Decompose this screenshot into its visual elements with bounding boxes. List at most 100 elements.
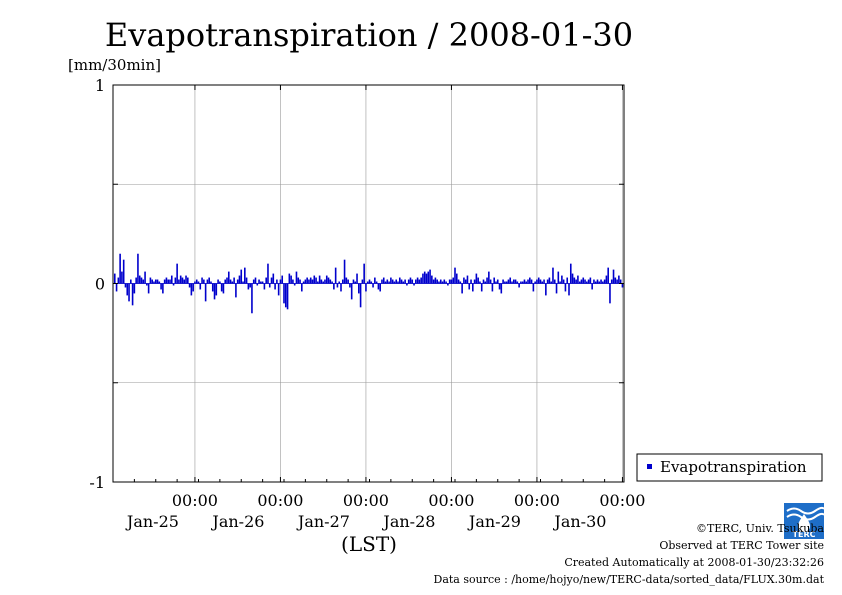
bar <box>290 275 292 284</box>
data-source-path: Data source : /home/hojyo/new/TERC-data/… <box>433 573 825 586</box>
bar <box>231 281 234 284</box>
bar <box>170 275 173 284</box>
bar <box>539 279 542 284</box>
bar-series <box>113 253 624 314</box>
bar <box>183 279 186 284</box>
bar <box>162 283 164 294</box>
bar <box>217 279 219 284</box>
bar <box>295 271 298 284</box>
bar <box>336 283 339 288</box>
bar <box>349 283 351 288</box>
bar <box>313 275 316 284</box>
bar <box>261 281 264 284</box>
bar <box>509 277 512 284</box>
bar <box>498 283 501 290</box>
bar <box>500 283 503 294</box>
bar <box>429 269 431 284</box>
bar <box>388 281 390 284</box>
bar <box>472 283 474 292</box>
bar <box>130 279 132 284</box>
bar <box>455 273 458 284</box>
bar <box>359 283 362 308</box>
bar <box>274 283 276 290</box>
bar <box>299 279 301 284</box>
bar <box>431 275 433 284</box>
x-tick-date-label: Jan-26 <box>210 512 264 531</box>
bar <box>260 281 262 284</box>
x-axis-label: (LST) <box>341 532 397 556</box>
bar <box>377 283 380 290</box>
bar <box>543 279 545 284</box>
bar <box>409 277 412 284</box>
bar <box>423 271 426 284</box>
bar <box>381 279 383 284</box>
bar <box>272 273 275 284</box>
bar <box>229 279 232 284</box>
bar <box>121 271 123 284</box>
bar <box>448 279 451 284</box>
bar <box>324 279 326 284</box>
terc-logo: TERC <box>784 503 824 539</box>
bar <box>559 281 561 284</box>
bar <box>265 277 267 284</box>
bar <box>488 271 490 284</box>
legend-label: Evapotranspiration <box>660 458 807 476</box>
bar <box>279 279 282 284</box>
bar <box>284 283 287 308</box>
bar <box>464 279 467 284</box>
bar <box>267 263 269 284</box>
bar <box>140 277 143 284</box>
bar <box>614 277 617 284</box>
bar <box>548 277 551 284</box>
bar <box>393 281 396 284</box>
bar <box>293 283 296 286</box>
legend-swatch <box>647 464 652 469</box>
bar <box>315 277 317 284</box>
bar <box>368 279 371 284</box>
bar <box>402 281 405 284</box>
bar <box>566 277 569 284</box>
bar <box>268 283 271 288</box>
bar <box>397 281 399 284</box>
bar <box>304 279 307 284</box>
bar <box>117 277 120 284</box>
bar <box>128 283 130 302</box>
bar <box>511 281 513 284</box>
bar <box>356 273 358 284</box>
bar <box>302 281 305 284</box>
bar <box>270 277 273 284</box>
bar <box>222 283 225 294</box>
bar <box>594 281 597 284</box>
bar <box>386 279 389 284</box>
bar <box>541 281 544 284</box>
bar <box>578 281 581 284</box>
bar <box>240 269 243 284</box>
bar <box>308 279 310 284</box>
bar <box>546 279 549 284</box>
bar <box>345 277 348 284</box>
bar <box>281 275 284 284</box>
bar <box>334 267 337 284</box>
bar <box>374 277 376 284</box>
bar <box>406 283 408 286</box>
x-tick-date-label: Jan-27 <box>296 512 350 531</box>
bar <box>245 277 248 284</box>
axis-ticks <box>113 84 624 483</box>
bar <box>327 277 330 284</box>
bar <box>311 279 314 284</box>
bar <box>276 279 278 284</box>
bar <box>258 279 260 284</box>
bar <box>450 279 453 284</box>
x-tick-time-label: 00:00 <box>514 491 560 510</box>
bar <box>495 281 497 284</box>
y-tick-labels: 1 0 -1 <box>89 76 105 492</box>
bar <box>384 281 387 284</box>
bar <box>480 283 483 292</box>
bar <box>167 279 170 284</box>
bar <box>343 259 346 284</box>
bar <box>220 283 223 292</box>
bar <box>598 281 601 284</box>
bar <box>438 281 440 284</box>
x-tick-date-label: Jan-25 <box>125 512 179 531</box>
bar <box>149 277 152 284</box>
